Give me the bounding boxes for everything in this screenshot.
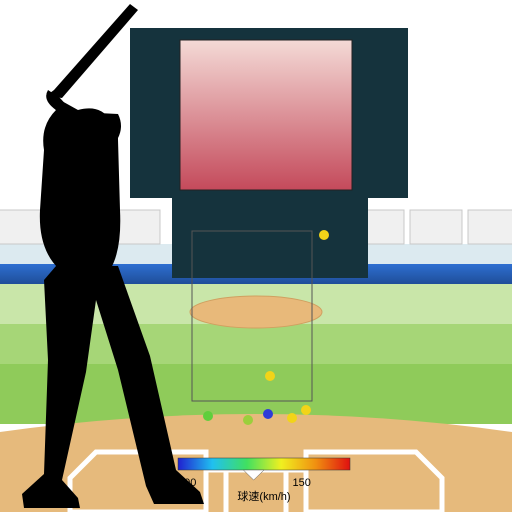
svg-text:150: 150 [293, 477, 311, 489]
pitch-marker [301, 405, 311, 415]
legend-label: 球速(km/h) [237, 489, 290, 503]
pitch-marker [243, 415, 253, 425]
pitch-marker [203, 411, 213, 421]
pitch-marker [287, 413, 297, 423]
pitch-marker [319, 230, 329, 240]
pitch-marker [263, 409, 273, 419]
pitch-location-chart: 100 150球速(km/h) [0, 0, 512, 512]
svg-text:100: 100 [178, 477, 196, 489]
pitch-marker [265, 371, 275, 381]
